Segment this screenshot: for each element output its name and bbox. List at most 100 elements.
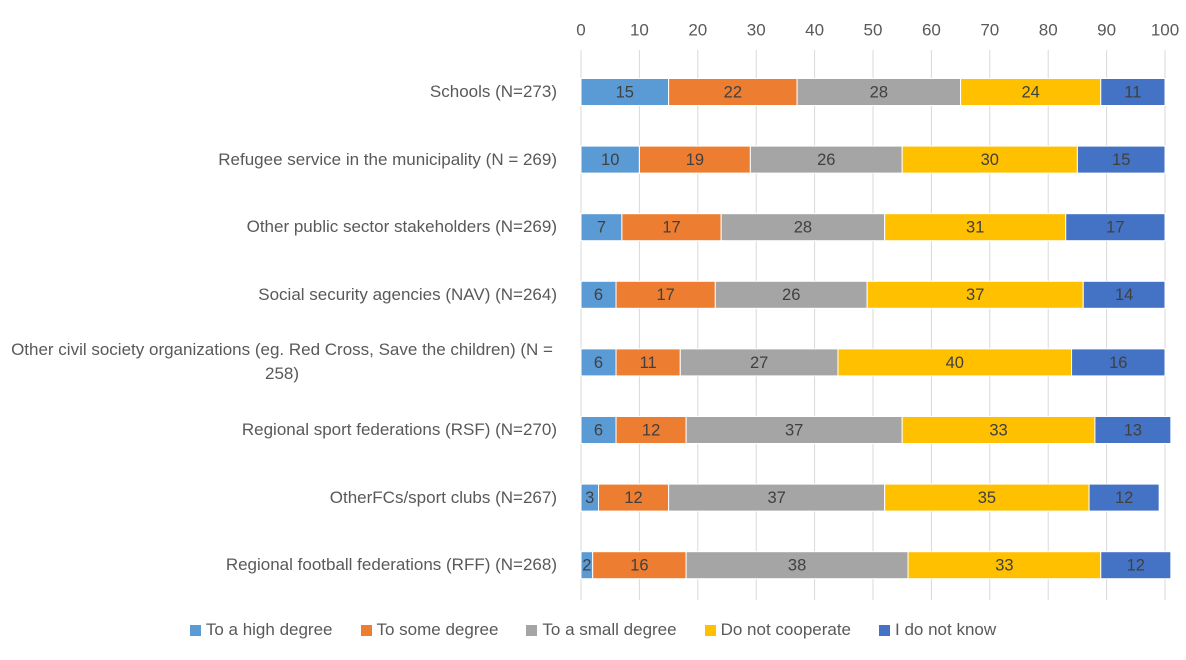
x-tick-label: 10 xyxy=(630,20,649,39)
value-label: 16 xyxy=(1109,354,1127,372)
legend: To a high degree To some degree To a small… xyxy=(0,620,1186,640)
bar-segment xyxy=(749,145,903,174)
legend-item: To a small degree xyxy=(526,620,677,640)
bar-segment xyxy=(866,280,1084,309)
bar-segment xyxy=(668,78,798,106)
x-tick-label: 50 xyxy=(864,20,883,39)
value-label: 11 xyxy=(640,354,657,372)
bar-segment xyxy=(901,145,1078,174)
legend-label: To some degree xyxy=(376,620,499,639)
value-label: 17 xyxy=(657,286,675,304)
category-text: Schools (N=273) xyxy=(429,82,557,101)
value-label: 14 xyxy=(1115,286,1133,304)
legend-swatch xyxy=(879,624,891,636)
bar-segment xyxy=(580,78,670,106)
value-label: 13 xyxy=(1124,421,1142,439)
category-label: Other civil society organizations (eg. R… xyxy=(0,332,557,392)
value-label: 16 xyxy=(630,557,648,575)
bar-segment xyxy=(1082,280,1166,309)
value-label: 6 xyxy=(594,421,603,439)
bar-segment xyxy=(1071,348,1166,377)
value-label: 2 xyxy=(582,557,591,575)
x-tick-label: 80 xyxy=(1039,20,1058,39)
value-label: 7 xyxy=(597,219,606,237)
legend-label: To a small degree xyxy=(542,620,677,639)
value-label: 38 xyxy=(788,557,806,575)
bar-segment xyxy=(1065,213,1166,242)
bar-segment xyxy=(592,551,687,580)
bar-segment xyxy=(1076,145,1166,174)
value-label: 15 xyxy=(616,83,634,101)
bar-segment xyxy=(901,416,1096,444)
bar-segment xyxy=(907,551,1102,580)
category-label: Social security agencies (NAV) (N=264) xyxy=(0,265,557,325)
category-label: Regional football federations (RFF) (N=2… xyxy=(0,535,557,595)
category-text: Refugee service in the municipality (N =… xyxy=(218,149,557,169)
value-label: 28 xyxy=(794,219,812,237)
category-label: Other public sector stakeholders (N=269) xyxy=(0,197,557,257)
x-tick-label: 100 xyxy=(1151,20,1179,39)
category-text: Social security agencies (NAV) (N=264) xyxy=(258,284,557,304)
value-label: 26 xyxy=(782,286,800,304)
bar-segment xyxy=(668,483,886,512)
value-label: 35 xyxy=(978,489,996,507)
value-label: 6 xyxy=(594,354,603,372)
value-label: 12 xyxy=(642,421,660,439)
bar-segment xyxy=(638,145,751,174)
bar-segment xyxy=(580,348,617,377)
x-tick-label: 30 xyxy=(747,20,766,39)
x-tick-label: 70 xyxy=(980,20,999,39)
x-tick-label: 90 xyxy=(1097,20,1116,39)
value-label: 12 xyxy=(624,489,642,507)
category-text: Regional football federations (RFF) (N=2… xyxy=(225,555,557,575)
value-label: 3 xyxy=(585,489,594,507)
value-label: 27 xyxy=(750,354,768,372)
value-label: 17 xyxy=(662,219,680,237)
bar-segment xyxy=(580,145,640,174)
bar-segment xyxy=(1100,78,1166,106)
bar-segment xyxy=(720,213,886,242)
value-label: 28 xyxy=(870,83,888,101)
value-label: 24 xyxy=(1022,83,1040,101)
category-label: OtherFCs/sport clubs (N=267) xyxy=(0,468,557,528)
bar-segment xyxy=(884,213,1067,242)
bar-segment xyxy=(1094,416,1172,444)
category-text: Regional sport federations (RSF) (N=270) xyxy=(241,420,557,439)
bar-segment xyxy=(837,348,1073,377)
value-label: 37 xyxy=(785,421,803,439)
legend-item: To some degree xyxy=(360,620,499,640)
bar-segment xyxy=(621,213,722,242)
bar-segment xyxy=(580,280,617,309)
bar-segment xyxy=(796,78,962,106)
x-tick-label: 0 xyxy=(576,20,585,39)
bar-segment xyxy=(580,213,623,242)
category-text: Other civil society organizations (eg. R… xyxy=(11,340,553,384)
bar-segment xyxy=(615,348,681,377)
bar-segment xyxy=(714,280,868,309)
value-label: 22 xyxy=(724,83,742,101)
value-label: 11 xyxy=(1124,83,1141,101)
value-label: 17 xyxy=(1106,219,1124,237)
category-label: Regional sport federations (RSF) (N=270) xyxy=(0,400,557,460)
value-label: 15 xyxy=(1112,151,1130,169)
legend-label: Do not cooperate xyxy=(720,620,852,639)
bar-segment xyxy=(884,483,1090,512)
legend-item: To a high degree xyxy=(189,620,333,640)
bar-segment xyxy=(1100,551,1172,580)
value-label: 19 xyxy=(686,151,704,169)
legend-swatch xyxy=(360,624,372,636)
value-label: 12 xyxy=(1115,489,1133,507)
value-label: 33 xyxy=(995,557,1013,575)
value-label: 26 xyxy=(817,151,835,169)
value-label: 37 xyxy=(966,286,984,304)
legend-item: I do not know xyxy=(879,620,996,640)
bar-segment xyxy=(685,551,909,580)
bar-segment xyxy=(685,416,903,444)
value-label: 6 xyxy=(594,286,603,304)
legend-swatch xyxy=(526,624,538,636)
value-label: 40 xyxy=(946,354,964,372)
bar-segment xyxy=(598,483,670,512)
bar-segment xyxy=(1088,483,1160,512)
